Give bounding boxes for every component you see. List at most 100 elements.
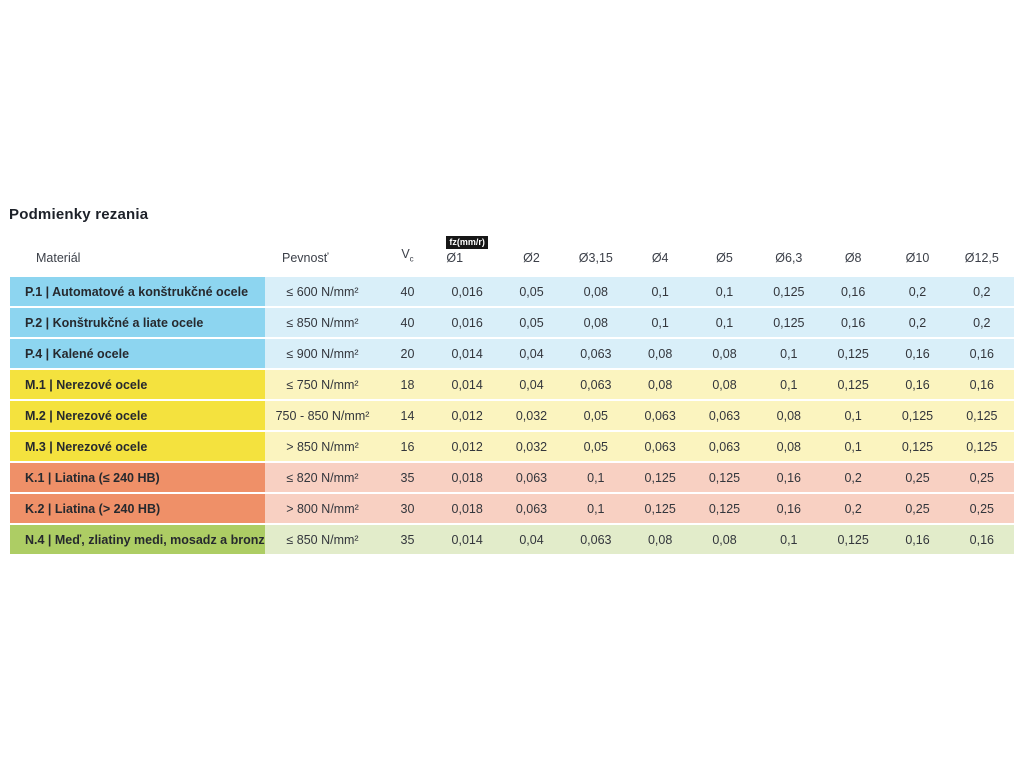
material-cell: M.3 | Nerezové ocele <box>10 432 265 461</box>
table-header-row: Materiál Pevnosť Vc fz(mm/r) Ø1 Ø2 Ø3,15… <box>10 236 1014 266</box>
pevnost-cell: ≤ 850 N/mm² <box>265 525 380 554</box>
vc-cell: 40 <box>380 308 435 337</box>
fz-value-cell: 0,125 <box>821 525 886 554</box>
vc-cell: 18 <box>380 370 435 399</box>
fz-value-cell: 0,063 <box>499 463 564 492</box>
fz-value-cell: 0,014 <box>435 339 500 368</box>
table-row: M.1 | Nerezové ocele ≤ 750 N/mm² 18 0,014 0,… <box>10 370 1014 399</box>
fz-value-cell: 0,063 <box>628 432 693 461</box>
header-diameter-9: Ø12,5 <box>964 251 999 265</box>
header-diameter-3: Ø3,15 <box>578 251 613 265</box>
fz-value-cell: 0,016 <box>435 277 500 306</box>
table-row: M.3 | Nerezové ocele > 850 N/mm² 16 0,012 0,… <box>10 432 1014 461</box>
table-row: K.2 | Liatina (> 240 HB) > 800 N/mm² 30 0,0… <box>10 494 1014 523</box>
table-body: P.1 | Automatové a konštrukčné ocele ≤ 60… <box>10 277 1014 554</box>
fz-value-cell: 0,2 <box>821 463 886 492</box>
fz-value-cell: 0,16 <box>821 277 886 306</box>
header-pevnost: Pevnosť <box>282 251 329 265</box>
fz-value-cell: 0,014 <box>435 525 500 554</box>
fz-value-cell: 0,1 <box>692 277 757 306</box>
header-vc: Vc <box>380 247 435 267</box>
fz-value-cell: 0,1 <box>821 432 886 461</box>
fz-value-cell: 0,063 <box>563 339 628 368</box>
fz-value-cell: 0,2 <box>949 308 1014 337</box>
fz-value-cell: 0,05 <box>499 277 564 306</box>
pevnost-cell: ≤ 820 N/mm² <box>265 463 380 492</box>
vc-cell: 35 <box>380 525 435 554</box>
table-row: P.1 | Automatové a konštrukčné ocele ≤ 60… <box>10 277 1014 306</box>
fz-value-cell: 0,125 <box>885 401 950 430</box>
fz-value-cell: 0,05 <box>563 401 628 430</box>
fz-value-cell: 0,125 <box>628 494 693 523</box>
fz-value-cell: 0,08 <box>692 370 757 399</box>
diameter-label: Ø1 <box>446 251 464 265</box>
fz-value-cell: 0,05 <box>563 432 628 461</box>
vc-cell: 20 <box>380 339 435 368</box>
pevnost-cell: > 850 N/mm² <box>265 432 380 461</box>
fz-value-cell: 0,16 <box>949 370 1014 399</box>
pevnost-cell: ≤ 600 N/mm² <box>265 277 380 306</box>
fz-value-cell: 0,08 <box>756 432 821 461</box>
fz-value-cell: 0,1 <box>628 308 693 337</box>
fz-value-cell: 0,1 <box>756 525 821 554</box>
material-cell: N.4 | Meď, zliatiny medi, mosadz a bronz <box>10 525 265 554</box>
fz-value-cell: 0,08 <box>628 339 693 368</box>
fz-value-cell: 0,04 <box>499 525 564 554</box>
fz-value-cell: 0,16 <box>885 525 950 554</box>
material-cell: M.2 | Nerezové ocele <box>10 401 265 430</box>
vc-subscript: c <box>409 254 414 263</box>
header-diameter-7: Ø8 <box>844 251 862 265</box>
fz-value-cell: 0,063 <box>563 525 628 554</box>
fz-value-cell: 0,08 <box>692 339 757 368</box>
page-title: Podmienky rezania <box>9 206 149 223</box>
material-cell: P.2 | Konštrukčné a liate ocele <box>10 308 265 337</box>
fz-value-cell: 0,25 <box>949 463 1014 492</box>
fz-value-cell: 0,16 <box>885 339 950 368</box>
fz-value-cell: 0,08 <box>563 277 628 306</box>
fz-value-cell: 0,16 <box>821 308 886 337</box>
vc-cell: 40 <box>380 277 435 306</box>
fz-unit-badge: fz(mm/r) <box>446 236 488 249</box>
pevnost-cell: 750 - 850 N/mm² <box>265 401 380 430</box>
fz-value-cell: 0,25 <box>885 494 950 523</box>
header-material: Materiál <box>36 251 81 265</box>
header-diameter-1: fz(mm/r) Ø1 <box>435 236 499 266</box>
header-diameter-2: Ø2 <box>523 251 540 265</box>
header-diameter-8: Ø10 <box>905 251 930 265</box>
fz-value-cell: 0,012 <box>435 432 500 461</box>
fz-value-cell: 0,014 <box>435 370 500 399</box>
table-row: M.2 | Nerezové ocele 750 - 850 N/mm² 14 0,0… <box>10 401 1014 430</box>
pevnost-cell: > 800 N/mm² <box>265 494 380 523</box>
vc-cell: 35 <box>380 463 435 492</box>
fz-value-cell: 0,125 <box>628 463 693 492</box>
fz-value-cell: 0,012 <box>435 401 500 430</box>
table-row: N.4 | Meď, zliatiny medi, mosadz a bronz… <box>10 525 1014 554</box>
table-row: P.4 | Kalené ocele ≤ 900 N/mm² 20 0,014 0,04… <box>10 339 1014 368</box>
fz-header-group: fz(mm/r) Ø1 <box>446 236 488 266</box>
material-cell: M.1 | Nerezové ocele <box>10 370 265 399</box>
fz-value-cell: 0,08 <box>628 525 693 554</box>
fz-value-cell: 0,1 <box>692 308 757 337</box>
fz-value-cell: 0,08 <box>563 308 628 337</box>
fz-value-cell: 0,1 <box>821 401 886 430</box>
fz-value-cell: 0,2 <box>821 494 886 523</box>
vc-cell: 30 <box>380 494 435 523</box>
fz-value-cell: 0,1 <box>756 370 821 399</box>
fz-value-cell: 0,063 <box>692 401 757 430</box>
fz-value-cell: 0,16 <box>949 339 1014 368</box>
header-diameter-6: Ø6,3 <box>775 251 803 265</box>
fz-value-cell: 0,063 <box>692 432 757 461</box>
fz-value-cell: 0,125 <box>821 339 886 368</box>
fz-value-cell: 0,16 <box>756 463 821 492</box>
fz-value-cell: 0,2 <box>949 277 1014 306</box>
pevnost-cell: ≤ 900 N/mm² <box>265 339 380 368</box>
material-cell: P.1 | Automatové a konštrukčné ocele <box>10 277 265 306</box>
fz-value-cell: 0,125 <box>692 494 757 523</box>
fz-value-cell: 0,2 <box>885 277 950 306</box>
fz-value-cell: 0,125 <box>949 432 1014 461</box>
vc-symbol: V <box>401 246 410 261</box>
pevnost-cell: ≤ 750 N/mm² <box>265 370 380 399</box>
fz-value-cell: 0,05 <box>499 308 564 337</box>
fz-value-cell: 0,1 <box>563 463 628 492</box>
